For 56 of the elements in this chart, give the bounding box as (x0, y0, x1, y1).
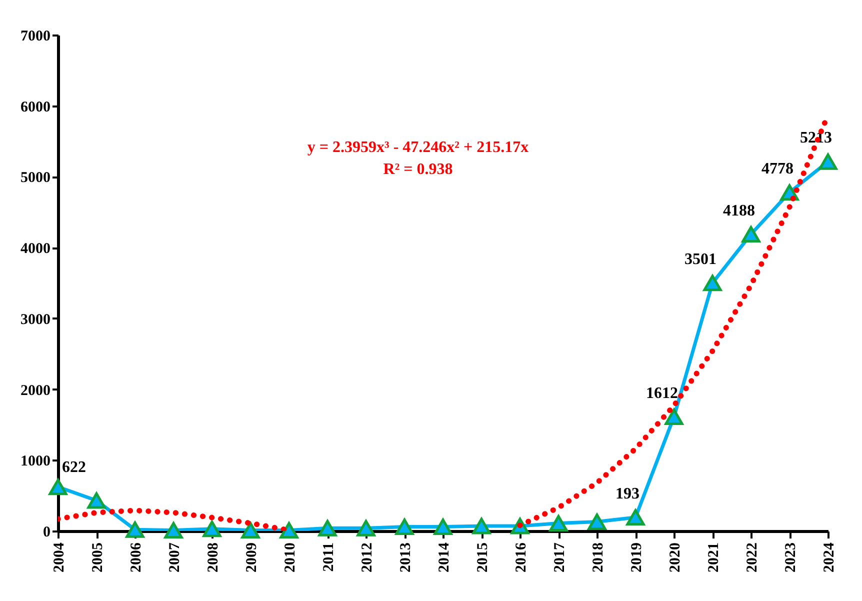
y-tick-label: 6000 (20, 99, 50, 116)
y-tick-label: 1000 (20, 454, 50, 470)
point (549, 514, 568, 532)
x-tick-label: 2024 (822, 542, 838, 572)
x-tick-label: 2004 (52, 542, 68, 572)
x-tick-label: 2019 (629, 542, 645, 572)
x-tick-label: 2017 (552, 542, 568, 572)
x-tick-label: 2016 (514, 542, 530, 572)
point (202, 520, 222, 538)
x-tick-label: 2018 (590, 542, 606, 572)
data-label: 4778 (762, 160, 794, 178)
data-label: 3501 (684, 250, 716, 268)
x-tick-label: 2010 (282, 542, 298, 572)
point (48, 478, 68, 496)
y-tick-label: 3000 (20, 312, 50, 328)
y-tick-label: 4000 (20, 241, 50, 258)
x-tick-label: 2014 (436, 542, 452, 572)
point (164, 522, 183, 539)
annotation: y = 2.3959x³ - 47.246x² + 215.17x (307, 139, 529, 156)
data-label: 4188 (723, 202, 755, 220)
point (126, 521, 144, 538)
point (588, 514, 606, 530)
point (472, 518, 491, 534)
point (87, 492, 106, 509)
x-tick-label: 2008 (206, 542, 222, 572)
x-tick-label: 2013 (398, 542, 414, 572)
point (434, 518, 452, 535)
point (664, 408, 684, 426)
x-tick-label: 2007 (167, 542, 183, 572)
data-label: 622 (62, 458, 86, 476)
x-tick-label: 2020 (668, 542, 684, 572)
annotation: R² = 0.938 (383, 161, 453, 178)
x-tick-label: 2023 (783, 542, 799, 572)
point (356, 520, 376, 536)
y-tick-label: 7000 (20, 28, 50, 44)
data-label: 1612 (646, 384, 678, 402)
y-tick-label: 2000 (20, 382, 50, 399)
x-tick-label: 2012 (360, 542, 376, 572)
point (395, 518, 414, 535)
data-label: 193 (616, 485, 640, 502)
point (818, 153, 838, 170)
point (318, 520, 337, 536)
point (626, 509, 645, 526)
y-tick-label: 0 (43, 524, 50, 540)
point (742, 226, 760, 242)
x-tick-label: 2011 (321, 542, 337, 572)
point (241, 522, 260, 539)
x-tick-label: 2021 (706, 542, 722, 572)
point (703, 274, 722, 292)
x-tick-label: 2006 (128, 542, 144, 572)
x-tick-label: 2022 (744, 542, 760, 572)
x-tick-label: 2015 (475, 542, 491, 572)
point (280, 522, 298, 539)
y-tick-label: 5000 (20, 170, 50, 186)
x-tick-label: 2009 (244, 542, 260, 572)
x-tick-label: 2005 (90, 542, 106, 572)
